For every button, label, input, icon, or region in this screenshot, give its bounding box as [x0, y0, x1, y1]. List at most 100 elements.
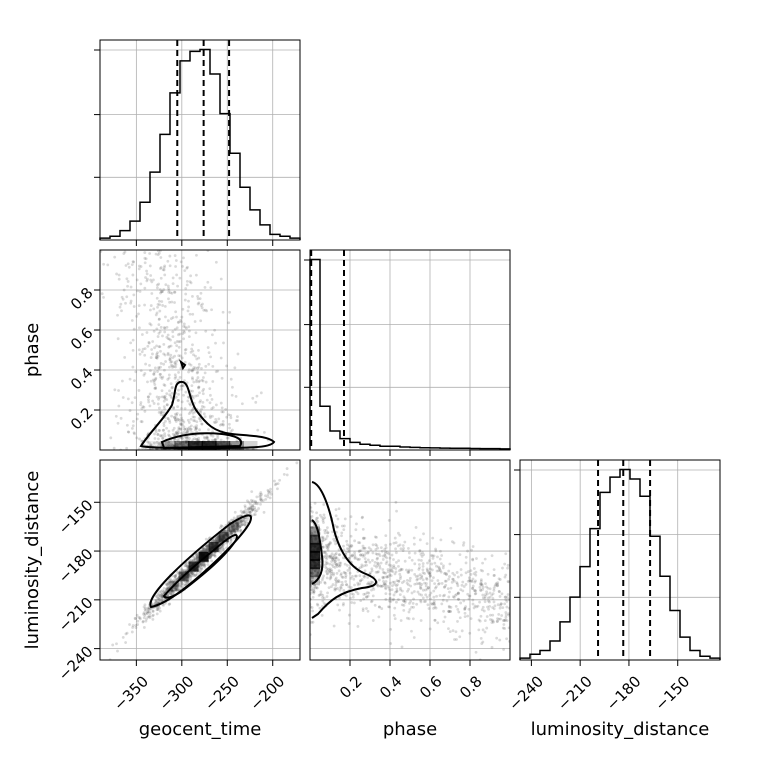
sample-point [327, 542, 331, 546]
sample-point [356, 583, 360, 587]
sample-point [221, 543, 225, 547]
sample-point [148, 363, 151, 367]
sample-point [179, 423, 183, 427]
sample-point [467, 607, 471, 611]
sample-point [233, 366, 237, 370]
sample-point [191, 572, 194, 575]
sample-point [260, 499, 263, 503]
sample-point [394, 551, 398, 555]
sample-point [151, 610, 155, 613]
sample-point [264, 494, 267, 498]
sample-point [200, 306, 204, 310]
sample-point [325, 569, 329, 573]
sample-point [195, 552, 199, 556]
sample-point [323, 563, 327, 567]
sample-point [392, 541, 396, 545]
sample-point [177, 398, 180, 402]
histogram-step-phase [309, 258, 511, 450]
sample-point [415, 578, 419, 582]
sample-point [188, 280, 192, 284]
sample-point [151, 614, 155, 618]
sample-point [349, 554, 353, 558]
sample-point [338, 561, 342, 565]
sample-point [409, 584, 413, 588]
sample-point [241, 519, 244, 523]
sample-point [455, 571, 459, 574]
sample-point [149, 308, 152, 312]
contour-inner [160, 432, 243, 450]
sample-point [140, 420, 144, 424]
sample-point [158, 373, 162, 376]
sample-point [116, 337, 120, 341]
sample-point [159, 291, 162, 295]
sample-point [326, 534, 329, 538]
histogram-step-luminosity_distance [519, 468, 721, 660]
sample-point [189, 575, 193, 579]
sample-point [173, 360, 177, 364]
sample-point [199, 319, 203, 323]
sample-point [334, 581, 338, 585]
sample-point [165, 587, 169, 591]
sample-point [417, 563, 421, 566]
sample-point [153, 432, 156, 436]
sample-point [488, 595, 492, 599]
sample-point [157, 366, 161, 369]
sample-point [159, 434, 162, 438]
sample-point [355, 522, 358, 526]
sample-point [444, 583, 448, 587]
sample-point [326, 561, 329, 565]
sample-point [313, 530, 317, 534]
sample-point [451, 578, 455, 581]
sample-point [161, 436, 165, 440]
sample-point [471, 587, 474, 590]
sample-point [202, 547, 206, 551]
sample-point [236, 514, 240, 518]
sample-point [483, 619, 487, 623]
sample-point [146, 344, 150, 348]
sample-point [213, 553, 217, 557]
sample-point [229, 529, 233, 533]
sample-point [127, 430, 131, 434]
sample-point [167, 434, 171, 438]
sample-point [349, 545, 352, 549]
sample-point [155, 595, 159, 598]
sample-point [165, 403, 169, 407]
sample-point [219, 277, 223, 281]
sample-point [396, 583, 399, 587]
sample-point [158, 309, 162, 313]
sample-point [391, 580, 395, 584]
sample-point [456, 575, 460, 579]
sample-point [156, 351, 159, 355]
sample-point [449, 526, 453, 530]
sample-point [182, 425, 186, 429]
sample-point [153, 379, 156, 382]
sample-point [227, 422, 231, 426]
sample-point [163, 330, 167, 334]
sample-point [142, 616, 146, 620]
sample-point [190, 572, 194, 575]
sample-point [344, 576, 347, 579]
sample-point [229, 377, 233, 381]
sample-point [241, 523, 245, 527]
sample-point [432, 554, 436, 558]
sample-point [183, 564, 187, 568]
sample-point [498, 638, 502, 642]
sample-point [151, 609, 155, 613]
sample-point [236, 523, 240, 527]
sample-point [427, 572, 431, 575]
sample-point [159, 411, 163, 415]
sample-point [199, 304, 203, 307]
sample-point [171, 428, 175, 432]
sample-point [400, 589, 404, 593]
x-tick-label-geocent_time: −200 [247, 672, 289, 714]
sample-point [126, 284, 129, 288]
sample-point [121, 396, 125, 399]
sample-point [229, 530, 233, 534]
sample-point [195, 437, 199, 441]
sample-point [143, 347, 147, 351]
sample-point [456, 620, 459, 623]
sample-point [167, 373, 171, 377]
sample-point [148, 392, 152, 396]
sample-point [195, 420, 199, 424]
sample-point [176, 431, 179, 435]
